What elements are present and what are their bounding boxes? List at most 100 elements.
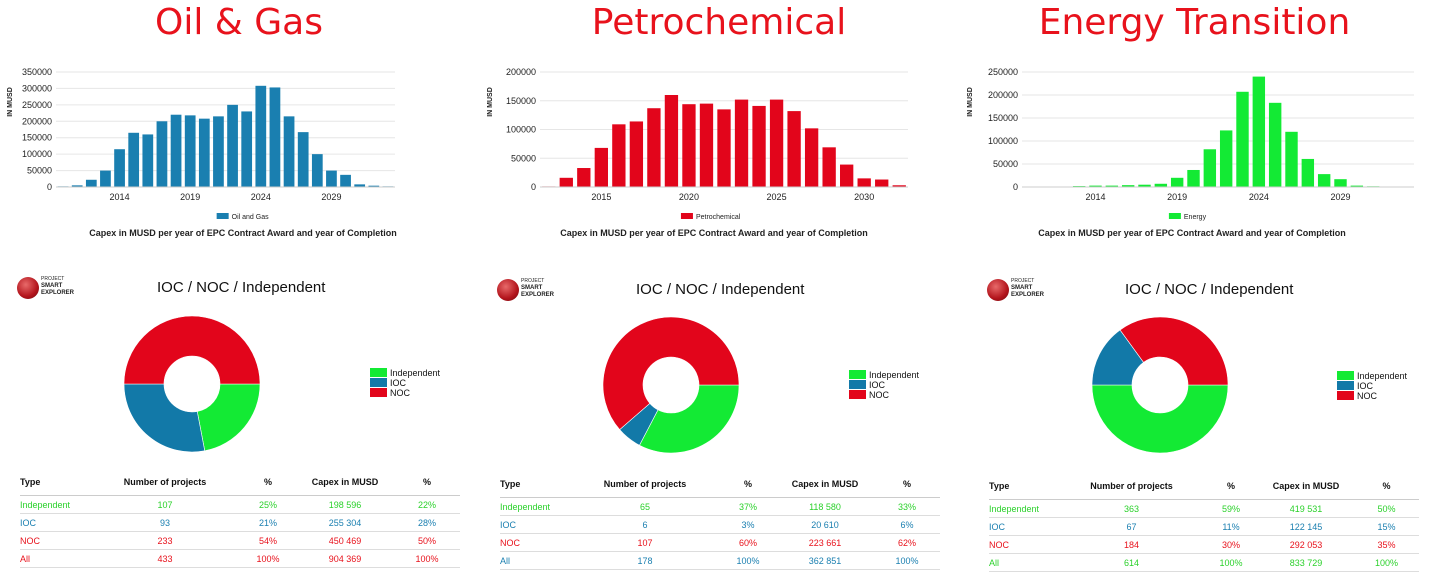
- legend-ioc: IOC: [1337, 381, 1407, 391]
- y-tick-label: 50000: [511, 153, 536, 163]
- table-row: All 614 100% 833 729 100%: [989, 553, 1419, 572]
- col-pct: %: [1204, 472, 1258, 500]
- cell-projects: 107: [570, 533, 720, 552]
- bar: [804, 128, 819, 187]
- cell-pct: 100%: [720, 551, 776, 570]
- cell-pct: 3%: [720, 515, 776, 534]
- cell-capex: 20 610: [776, 515, 874, 534]
- project-smart-explorer-logo: PROJECT SMART EXPLORER: [17, 275, 87, 301]
- table-header-row: Type Number of projects % Capex in MUSD …: [500, 470, 940, 498]
- globe-icon: [497, 279, 519, 301]
- cell-capex-pct: 100%: [394, 549, 460, 568]
- cell-type: Independent: [500, 497, 570, 516]
- table-row: NOC 233 54% 450 469 50%: [20, 531, 460, 550]
- panel-petrochemical: Petrochemical 0 50000 100000 150000 200000 IN…: [480, 0, 958, 570]
- bar: [822, 147, 836, 187]
- bar: [368, 185, 380, 187]
- table-header-row: Type Number of projects % Capex in MUSD …: [20, 468, 460, 496]
- cell-projects: 178: [570, 551, 720, 570]
- donut-slice-noc: [602, 316, 740, 431]
- cell-type: IOC: [989, 517, 1059, 536]
- legend-swatch: [849, 370, 866, 379]
- legend-noc: NOC: [849, 390, 919, 400]
- bar: [170, 114, 182, 187]
- bar: [128, 132, 140, 187]
- donut-legend: Independent IOC NOC: [1337, 371, 1407, 401]
- cell-projects: 233: [90, 531, 240, 550]
- x-tick-label: 2019: [1167, 192, 1187, 202]
- donut-slice-independent: [639, 384, 740, 454]
- bar: [1268, 102, 1282, 187]
- col-capex: Capex in MUSD: [776, 470, 874, 498]
- bar: [1089, 185, 1102, 187]
- legend-swatch: [216, 213, 229, 219]
- donut-slice-independent: [1091, 384, 1229, 454]
- y-axis-label: IN MUSD: [7, 87, 14, 117]
- legend-ioc: IOC: [370, 378, 440, 388]
- legend-ioc: IOC: [849, 380, 919, 390]
- y-tick-label: 200000: [988, 90, 1018, 100]
- table-row: Independent 107 25% 198 596 22%: [20, 495, 460, 514]
- chart-legend: Oil and Gas: [216, 213, 269, 221]
- cell-capex-pct: 35%: [1354, 535, 1419, 554]
- bar: [647, 108, 661, 187]
- legend-swatch: [849, 390, 866, 399]
- x-tick-label: 2029: [321, 192, 341, 202]
- cell-type: All: [989, 553, 1059, 572]
- cell-capex: 122 145: [1258, 517, 1354, 536]
- cell-pct: 21%: [240, 513, 296, 532]
- cell-pct: 100%: [1204, 553, 1258, 572]
- legend-noc: NOC: [1337, 391, 1407, 401]
- cell-type: All: [500, 551, 570, 570]
- bar: [1334, 179, 1347, 187]
- bar: [892, 185, 906, 187]
- col-capex: Capex in MUSD: [1258, 472, 1354, 500]
- table-row: Independent 363 59% 419 531 50%: [989, 499, 1419, 518]
- bar: [1285, 131, 1298, 187]
- cell-type: NOC: [989, 535, 1059, 554]
- cell-pct: 54%: [240, 531, 296, 550]
- panel-energy-transition: Energy Transition 0 50000 100000 150000 2000…: [960, 0, 1429, 572]
- y-tick-label: 100000: [506, 125, 536, 135]
- cell-projects: 433: [90, 549, 240, 568]
- legend-label: Independent: [869, 370, 920, 380]
- cell-pct: 100%: [240, 549, 296, 568]
- y-tick-label: 50000: [27, 166, 52, 176]
- x-tick-label: 2019: [180, 192, 200, 202]
- logo-line3: EXPLORER: [1011, 292, 1045, 298]
- panel-title: Petrochemical: [591, 2, 847, 43]
- legend-label: Independent: [390, 368, 441, 378]
- panel-title: Energy Transition: [1038, 2, 1351, 43]
- logo-line3: EXPLORER: [41, 290, 75, 296]
- y-tick-label: 250000: [988, 67, 1018, 77]
- cell-pct: 30%: [1204, 535, 1258, 554]
- x-tick-label: 2014: [110, 192, 130, 202]
- y-tick-label: 250000: [22, 100, 52, 110]
- cell-type: Independent: [20, 495, 90, 514]
- project-smart-explorer-logo: PROJECT SMART EXPLORER: [497, 277, 567, 303]
- bar: [629, 121, 644, 187]
- col-pct: %: [240, 468, 296, 496]
- cell-capex-pct: 50%: [1354, 499, 1419, 518]
- cell-type: IOC: [500, 515, 570, 534]
- logo-line2: SMART: [521, 285, 543, 291]
- legend-independent: Independent: [849, 370, 919, 380]
- bar: [1203, 149, 1217, 187]
- chart-caption: Capex in MUSD per year of EPC Contract A…: [89, 228, 397, 238]
- bar: [682, 104, 696, 187]
- cell-projects: 107: [90, 495, 240, 514]
- legend-swatch: [370, 378, 387, 387]
- summary-table: Type Number of projects % Capex in MUSD …: [20, 468, 460, 568]
- globe-icon: [987, 279, 1009, 301]
- bar: [699, 103, 714, 187]
- bar: [559, 177, 573, 187]
- cell-capex-pct: 33%: [874, 497, 940, 516]
- legend-label: Oil and Gas: [232, 214, 269, 221]
- legend-label: Energy: [1184, 214, 1207, 221]
- table-row: All 178 100% 362 851 100%: [500, 551, 940, 570]
- legend-label: IOC: [390, 378, 407, 388]
- globe-icon: [17, 277, 39, 299]
- donut-legend: Independent IOC NOC: [849, 370, 919, 400]
- y-tick-label: 0: [47, 182, 52, 192]
- cell-type: All: [20, 549, 90, 568]
